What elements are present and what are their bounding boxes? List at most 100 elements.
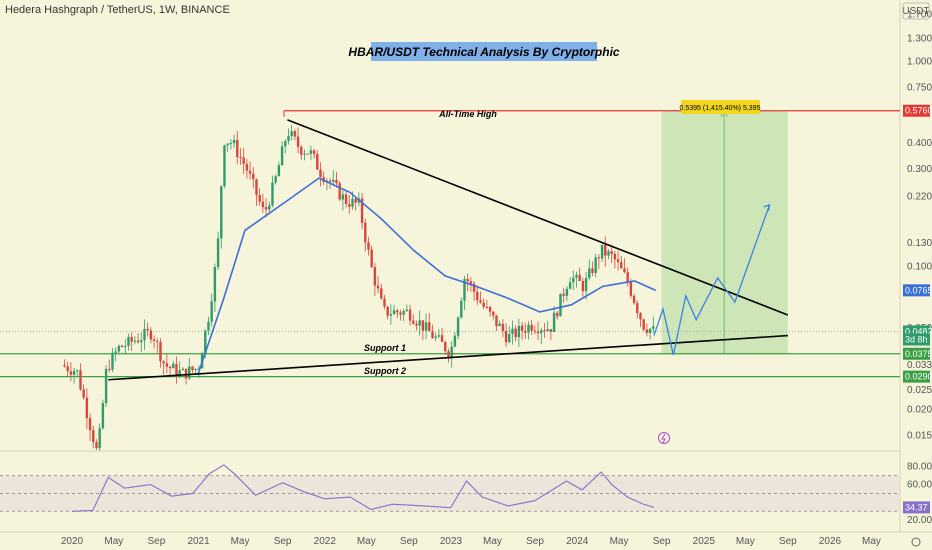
candle	[572, 277, 575, 283]
candle	[306, 153, 309, 155]
x-tick-label: Sep	[653, 536, 671, 547]
x-tick-label: Sep	[274, 536, 292, 547]
candle	[165, 363, 169, 367]
candle	[549, 329, 553, 332]
candle	[95, 442, 98, 449]
candle	[431, 331, 434, 339]
candle	[533, 330, 537, 332]
candle	[248, 170, 252, 174]
candle	[290, 131, 293, 137]
candle	[437, 335, 441, 337]
candle	[114, 351, 117, 353]
candle	[386, 306, 389, 316]
x-tick-label: May	[483, 536, 502, 547]
rsi-tick-label: 80.00	[907, 462, 932, 473]
candle	[207, 321, 210, 331]
candle	[584, 277, 588, 292]
candle	[338, 183, 341, 200]
candle	[328, 180, 332, 182]
lightning-icon-bolt	[661, 433, 666, 444]
candle	[575, 274, 578, 278]
candle	[623, 268, 626, 273]
x-tick-label: 2020	[61, 536, 84, 547]
candle	[456, 317, 460, 336]
rsi-line	[71, 464, 655, 512]
y-tick-label: 1.7000	[907, 9, 932, 20]
candle	[367, 242, 370, 250]
candle	[191, 366, 194, 371]
candle	[530, 324, 533, 331]
support-1-label: Support 1	[364, 343, 406, 353]
candle	[383, 298, 386, 307]
candle	[204, 330, 207, 354]
x-tick-label: Sep	[147, 536, 165, 547]
candle	[159, 342, 162, 362]
candle	[389, 314, 393, 316]
candle	[482, 302, 485, 307]
candle	[517, 325, 521, 338]
candle	[300, 146, 303, 155]
candle	[613, 254, 617, 260]
candle	[629, 282, 633, 296]
candle	[616, 259, 620, 263]
candle	[440, 335, 444, 342]
candle	[568, 282, 572, 289]
chart-title: HBAR/USDT Technical Analysis By Cryptorp…	[348, 45, 619, 59]
candle	[236, 139, 239, 158]
x-tick-label: Sep	[400, 536, 418, 547]
candle	[504, 331, 508, 343]
candle	[162, 361, 165, 364]
candle	[344, 194, 348, 205]
candle	[600, 244, 604, 259]
candle	[424, 322, 428, 331]
x-tick-label: May	[104, 536, 123, 547]
candle	[72, 370, 76, 375]
candle	[636, 303, 639, 314]
candle	[229, 143, 233, 145]
candle	[645, 329, 649, 333]
candle	[92, 430, 95, 443]
chart-title-bg	[371, 42, 597, 61]
candle	[242, 157, 245, 164]
candle	[364, 222, 367, 243]
currency-label: USDT	[902, 6, 929, 17]
candle	[287, 136, 290, 142]
target-label-bg	[681, 100, 760, 114]
x-tick-label: May	[231, 536, 250, 547]
price-axis-panel	[900, 0, 932, 550]
candle	[258, 195, 261, 202]
y-tick-label: 0.0150	[907, 430, 932, 441]
lightning-icon	[658, 432, 670, 444]
candle	[380, 288, 383, 299]
candle	[348, 204, 351, 207]
candle	[146, 328, 149, 331]
candle	[111, 352, 114, 370]
candle	[82, 389, 85, 398]
candle	[293, 131, 297, 137]
candle	[562, 293, 565, 296]
candle	[540, 330, 543, 334]
target-zone	[661, 110, 788, 354]
candle	[421, 320, 425, 331]
candle	[559, 293, 562, 317]
candle	[591, 268, 594, 273]
candle	[642, 319, 645, 330]
x-tick-label: 2025	[693, 536, 716, 547]
price-badge-label: 0.5760	[905, 106, 932, 116]
candle	[226, 143, 229, 146]
candle	[495, 315, 498, 327]
candle	[124, 345, 127, 348]
candle	[220, 186, 223, 239]
candle	[280, 146, 284, 166]
candle	[79, 370, 82, 390]
candle	[341, 194, 345, 200]
candle	[453, 335, 457, 347]
candle	[488, 306, 492, 312]
candle	[620, 262, 623, 269]
candle	[524, 330, 527, 333]
candle	[156, 340, 159, 343]
